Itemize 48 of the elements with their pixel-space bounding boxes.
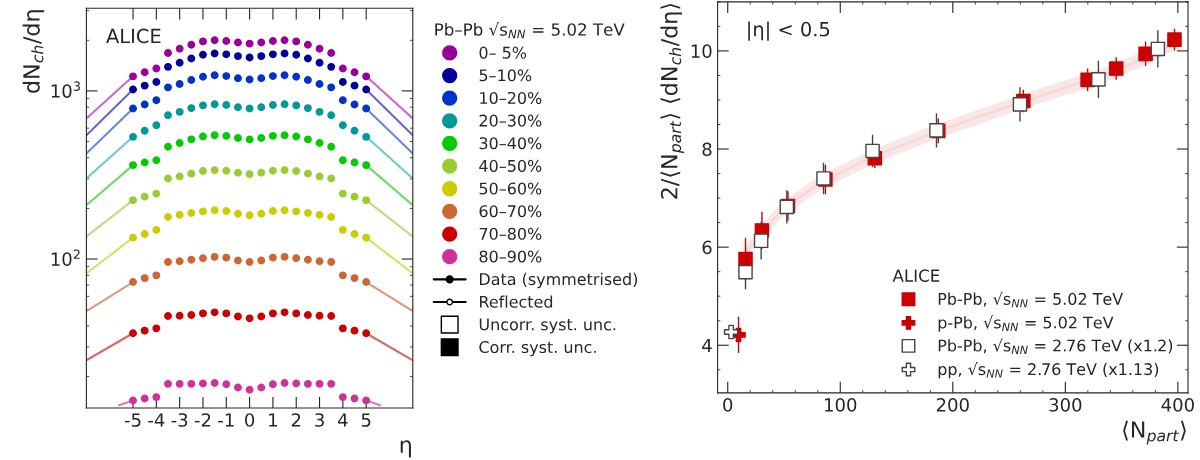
x-tick-label: 0 bbox=[245, 413, 255, 427]
x-axis-title: ⟨N$_{part}$⟩ bbox=[1123, 420, 1186, 445]
x-tick-label: -2 bbox=[194, 413, 211, 427]
x-tick-label: 2 bbox=[291, 413, 301, 427]
legend-label: 10–20% bbox=[480, 91, 542, 104]
text: Corr. syst. unc. bbox=[479, 341, 596, 357]
text: Uncorr. syst. unc. bbox=[479, 318, 616, 334]
x-tick-label: 300 bbox=[1049, 398, 1082, 412]
text: ALICE bbox=[106, 28, 161, 44]
legend-label: 20–30% bbox=[479, 114, 542, 127]
legend-label: 70–80% bbox=[479, 227, 542, 240]
legend-label: Pb-Pb, √s$_{NN}$ = 2.76 TeV (x1.2) bbox=[938, 338, 1173, 354]
y-axis-title: 2/⟨N$_{part}$⟩ ⟨dN$_{ch}$/dη⟩ bbox=[660, 3, 685, 199]
legend-title: ALICE bbox=[892, 269, 940, 282]
y-tick-label: 8 bbox=[702, 142, 712, 157]
legend-label: pp, √s$_{NN}$ = 2.76 TeV (x1.13) bbox=[938, 362, 1159, 379]
legend-title: Pb–Pb √s$_{NN}$ = 5.02 TeV bbox=[435, 22, 625, 39]
y-tick-label: 6 bbox=[702, 240, 712, 255]
x-tick-label: 0 bbox=[723, 398, 733, 412]
legend-label: p-Pb, √s$_{NN}$ = 5.02 TeV bbox=[938, 315, 1114, 332]
legend-label: 40–50% bbox=[479, 159, 542, 172]
legend-label: 80–90% bbox=[479, 250, 542, 263]
x-axis-title: η bbox=[400, 440, 411, 458]
legend-label: 5–10% bbox=[479, 69, 532, 82]
y-tick-label: 4 bbox=[702, 338, 712, 353]
x-tick-label: 3 bbox=[315, 413, 324, 427]
x-tick-label: 400 bbox=[1161, 398, 1194, 412]
text: Data (symmetrised) bbox=[479, 272, 637, 289]
x-tick-label: -3 bbox=[171, 413, 188, 427]
text: Reflected bbox=[479, 295, 553, 308]
y-tick-label: 10$^{2}$ bbox=[51, 249, 80, 267]
y-tick-label: 10$^{3}$ bbox=[51, 81, 80, 98]
x-tick-label: 200 bbox=[936, 398, 969, 412]
legend-label: 50–60% bbox=[479, 182, 542, 195]
x-tick-label: 1 bbox=[269, 413, 277, 427]
x-tick-label: 100 bbox=[825, 398, 857, 412]
legend-label: Pb-Pb, √s$_{NN}$ = 5.02 TeV bbox=[938, 291, 1124, 308]
text: |η| < 0.5 bbox=[748, 21, 830, 41]
x-tick-label: 5 bbox=[361, 413, 371, 427]
legend-label: 30–40% bbox=[479, 137, 542, 150]
x-tick-label: 4 bbox=[338, 413, 348, 427]
legend-label: 0– 5% bbox=[479, 46, 527, 59]
legend-label: 60–70% bbox=[479, 205, 542, 218]
y-tick-label: 10 bbox=[691, 44, 712, 59]
y-axis-title: dN$_{ch}$/dη bbox=[22, 10, 45, 93]
x-tick-label: -5 bbox=[124, 413, 141, 427]
x-tick-label: -4 bbox=[148, 413, 165, 427]
x-tick-label: -1 bbox=[218, 413, 234, 427]
